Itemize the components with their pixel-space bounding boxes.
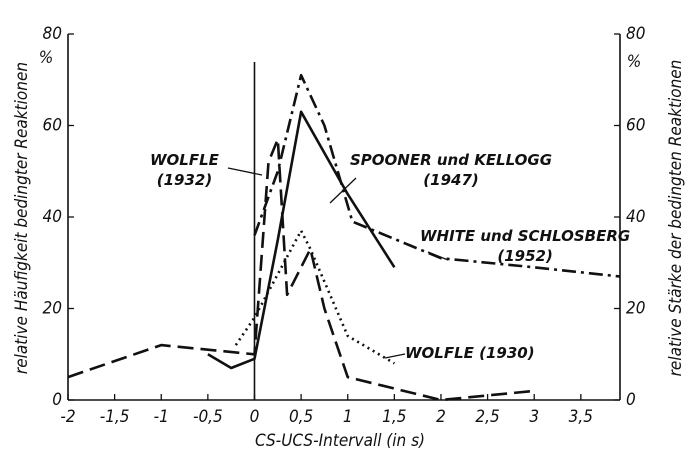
series-label: WOLFLE (1930): [405, 344, 535, 362]
x-tick-label: 0,5: [289, 407, 313, 427]
y-tick-label: 40: [43, 207, 62, 227]
series-label: WHITE und SCHLOSBERG (1952): [420, 227, 631, 265]
x-tick-label: -1: [154, 407, 169, 427]
series-line: [207, 110, 396, 370]
series-label: SPOONER und KELLOGG (1947): [350, 151, 553, 189]
x-tick-label: -2: [60, 407, 75, 427]
x-tick-label: 2: [436, 407, 446, 427]
y-axis-label: relative Häufigkeit bedingter Reaktionen: [12, 62, 32, 374]
y-tick-label: 60: [43, 116, 62, 136]
y2-tick-label: 80: [626, 24, 645, 44]
y-tick-label: 20: [43, 299, 62, 319]
y-unit: %: [39, 48, 54, 68]
x-tick-label: 0: [250, 407, 260, 427]
series-label: WOLFLE (1932): [150, 151, 219, 189]
y2-tick-label: 40: [626, 207, 645, 227]
series-line: [253, 73, 621, 278]
y2-tick-label: 0: [626, 390, 636, 410]
x-tick-label: 1: [343, 407, 353, 427]
x-tick-label: 3: [529, 407, 539, 427]
y-tick-label: 80: [43, 24, 62, 44]
x-tick-label: -1,5: [100, 407, 130, 427]
x-axis-label: CS-UCS-Intervall (in s): [255, 431, 425, 451]
y2-tick-label: 20: [626, 299, 645, 319]
y2-tick-label: 60: [626, 116, 645, 136]
x-tick-label: 2,5: [475, 407, 499, 427]
y2-axis-label: relative Stärke der bedingten Reaktionen: [666, 60, 686, 377]
y2-unit: %: [627, 52, 642, 72]
y-tick-label: 0: [52, 390, 62, 410]
x-tick-label: 1,5: [382, 407, 406, 427]
x-tick-label: -0,5: [193, 407, 223, 427]
series-line: [234, 229, 396, 365]
x-tick-label: 3,5: [569, 407, 593, 427]
